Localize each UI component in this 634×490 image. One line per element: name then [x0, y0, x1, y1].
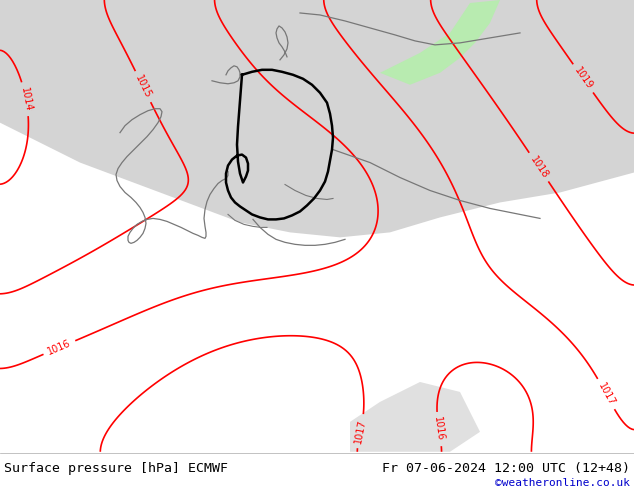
Text: Fr 07-06-2024 12:00 UTC (12+48): Fr 07-06-2024 12:00 UTC (12+48) — [382, 462, 630, 475]
Text: Surface pressure [hPa] ECMWF: Surface pressure [hPa] ECMWF — [4, 462, 228, 475]
Polygon shape — [350, 382, 480, 452]
Text: 1016: 1016 — [432, 416, 446, 442]
Text: ©weatheronline.co.uk: ©weatheronline.co.uk — [495, 478, 630, 488]
Text: 1017: 1017 — [353, 418, 368, 444]
Text: 1017: 1017 — [596, 381, 616, 407]
Text: 1019: 1019 — [572, 66, 594, 91]
Text: 1016: 1016 — [46, 338, 73, 357]
Polygon shape — [500, 0, 634, 122]
Text: 1018: 1018 — [528, 154, 550, 180]
Polygon shape — [380, 0, 500, 85]
Polygon shape — [0, 0, 634, 237]
Text: 1014: 1014 — [18, 86, 33, 112]
Text: 1015: 1015 — [133, 74, 153, 100]
